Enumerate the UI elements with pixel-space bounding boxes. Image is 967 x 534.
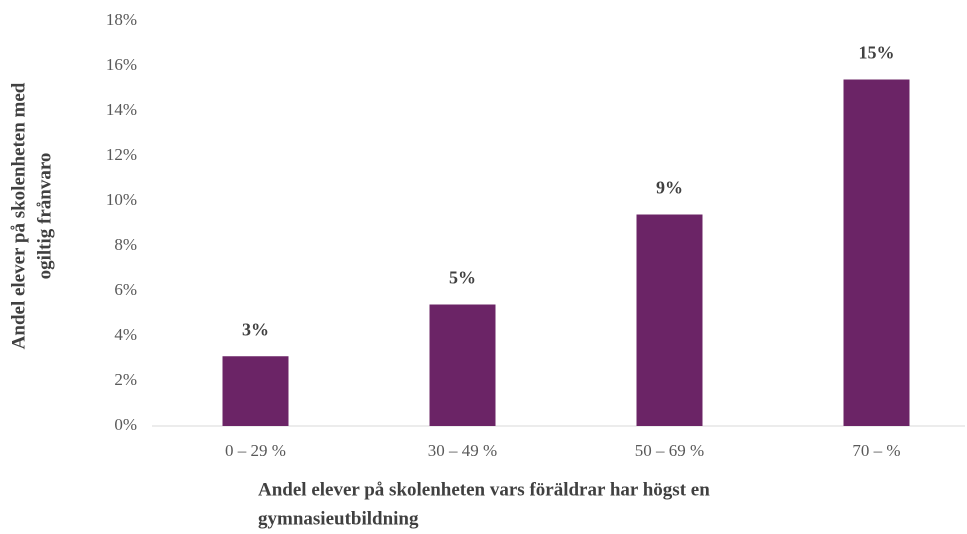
bar [636,214,703,426]
y-tick-label: 6% [114,280,137,299]
y-tick-label: 16% [106,55,137,74]
data-label: 15% [859,43,895,63]
data-label: 3% [242,319,269,339]
y-tick-label: 4% [114,325,137,344]
y-axis-title: ogiltig frånvaro [34,153,55,280]
data-label: 9% [656,178,683,198]
y-tick-label: 2% [114,370,137,389]
x-axis-title: gymnasieutbildning [258,508,419,529]
y-tick-label: 8% [114,235,137,254]
y-axis-title: Andel elever på skolenheten med [8,82,29,349]
y-tick-label: 18% [106,10,137,29]
y-tick-label: 10% [106,190,137,209]
bar [429,304,496,426]
x-tick-label: 70 – % [852,441,900,460]
x-tick-label: 50 – 69 % [635,441,704,460]
data-label: 5% [449,268,476,288]
y-tick-label: 14% [106,100,137,119]
bar [222,356,289,426]
x-axis-title: Andel elever på skolenheten vars föräldr… [258,479,710,500]
x-tick-label: 0 – 29 % [225,441,286,460]
y-tick-label: 12% [106,145,137,164]
x-tick-label: 30 – 49 % [428,441,497,460]
y-tick-label: 0% [114,415,137,434]
bar [843,79,910,426]
